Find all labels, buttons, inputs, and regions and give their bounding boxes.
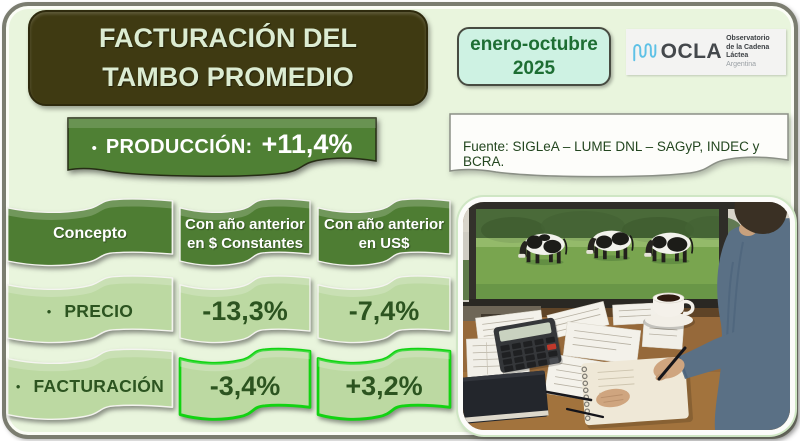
production-text: • PRODUCCIÓN: +11,4% <box>66 129 378 160</box>
production-wave-shape <box>67 117 377 177</box>
period-line1: enero-octubre <box>470 33 598 55</box>
page-title: FACTURACIÓN DEL TAMBO PROMEDIO <box>99 23 357 92</box>
facturacion-label: FACTURACIÓN <box>33 375 165 396</box>
source-wave-shape <box>449 113 789 178</box>
header-constantes-line1: Con año anterior <box>184 216 305 233</box>
photo-dairy-accounting <box>458 197 795 435</box>
facturacion-constantes-value: -3,4% <box>209 370 281 401</box>
ocla-org-line3: Argentina <box>726 60 757 68</box>
header-usd-line1: Con año anterior <box>323 216 444 233</box>
precio-bullet: • <box>46 303 52 319</box>
cow-1 <box>518 233 568 266</box>
row-precio-constantes-cell: -13,3% <box>178 271 312 347</box>
title-box: FACTURACIÓN DEL TAMBO PROMEDIO <box>28 10 428 106</box>
header-concepto-label: Concepto <box>53 225 127 242</box>
table-header-usd: Con año anterior en US$ <box>316 194 452 270</box>
row-precio-usd-cell: -7,4% <box>316 271 452 347</box>
ocla-acronym: OCLA <box>660 40 723 63</box>
ocla-org-line2: de la Cadena Láctea <box>726 43 770 60</box>
cow-2 <box>586 230 634 261</box>
cow-3 <box>644 232 694 265</box>
ocla-logo: OCLA Observatorio de la Cadena Láctea Ar… <box>626 29 786 75</box>
facturacion-usd-value: +3,2% <box>345 370 423 401</box>
production-label: PRODUCCIÓN: <box>105 136 253 158</box>
facturacion-bullet: • <box>15 378 21 394</box>
ocla-org-line1: Observatorio <box>726 35 770 42</box>
table-header-concepto: Concepto <box>5 194 175 270</box>
precio-constantes-value: -13,3% <box>202 295 288 326</box>
header-usd-line2: en US$ <box>358 235 410 252</box>
ocla-org-text: Observatorio de la Cadena Láctea Argenti… <box>726 35 780 69</box>
production-bullet: • <box>91 140 97 157</box>
pen <box>545 390 605 419</box>
header-constantes-line2: en $ Constantes <box>187 235 303 252</box>
table-header-constantes: Con año anterior en $ Constantes <box>178 194 312 270</box>
source-text: Fuente: SIGLeA – LUME DNL – SAGyP, INDEC… <box>463 139 760 169</box>
person <box>596 202 790 430</box>
production-banner: • PRODUCCIÓN: +11,4% <box>66 116 378 186</box>
period-badge: enero-octubre 2025 <box>457 27 611 86</box>
row-precio-label-cell: • PRECIO <box>5 271 175 347</box>
period-line2: 2025 <box>512 57 556 79</box>
precio-usd-value: -7,4% <box>348 295 420 326</box>
row-facturacion-usd-cell: +3,2% <box>316 344 452 424</box>
precio-label: PRECIO <box>64 300 134 321</box>
row-facturacion-constantes-cell: -3,4% <box>178 344 312 424</box>
ocla-wave-icon <box>633 43 657 62</box>
production-value: +11,4% <box>261 129 353 159</box>
row-facturacion-label-cell: • FACTURACIÓN <box>5 344 175 424</box>
coffee-cup <box>643 292 695 330</box>
source-box: Fuente: SIGLeA – LUME DNL – SAGyP, INDEC… <box>448 112 790 192</box>
notebook-closed <box>463 370 549 424</box>
window-view <box>475 208 741 300</box>
calculator <box>493 317 563 375</box>
